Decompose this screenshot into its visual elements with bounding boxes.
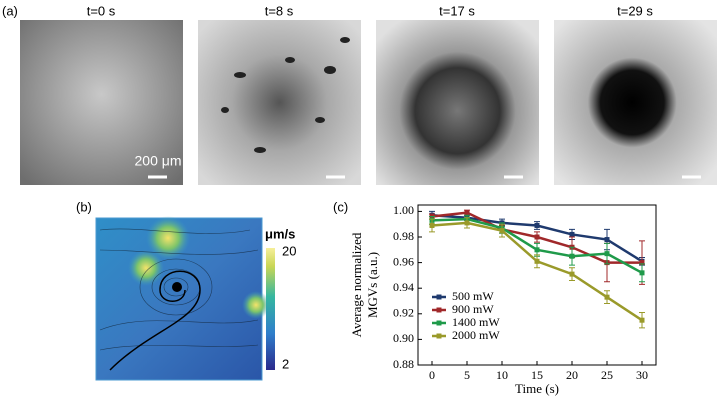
panel-label: (c) xyxy=(333,199,348,214)
marker xyxy=(534,247,540,253)
x-tick-label: 5 xyxy=(464,368,470,382)
image-title: t=17 s xyxy=(439,3,475,18)
hot-spot xyxy=(242,291,270,319)
x-axis-title: Time (s) xyxy=(515,381,559,396)
legend-marker xyxy=(436,307,442,313)
x-tick-label: 25 xyxy=(601,368,613,382)
panel-label: (a) xyxy=(2,3,18,18)
marker xyxy=(569,271,575,277)
x-tick-label: 20 xyxy=(566,368,578,382)
legend-label: 1400 mW xyxy=(452,315,500,329)
marker xyxy=(499,228,505,234)
marker xyxy=(604,237,610,243)
legend-label: 2000 mW xyxy=(452,328,500,342)
y-axis-title: MGVs (a.u.) xyxy=(365,252,380,318)
x-tick-label: 10 xyxy=(496,368,508,382)
marker xyxy=(639,260,645,266)
image-title: t=29 s xyxy=(617,3,653,18)
x-tick-label: 15 xyxy=(531,368,543,382)
y-tick-label: 0.90 xyxy=(393,331,414,345)
legend-marker xyxy=(436,294,442,300)
legend-marker xyxy=(436,320,442,326)
x-tick-label: 30 xyxy=(636,368,648,382)
scale-bar-label: 200 μm xyxy=(135,153,182,169)
micrograph xyxy=(198,20,361,185)
y-axis-title: Average normalized xyxy=(349,232,364,337)
hot-spot xyxy=(128,250,164,286)
legend-label: 500 mW xyxy=(452,289,494,303)
vortex-core xyxy=(172,282,182,292)
colorbar-label: 20 xyxy=(282,243,296,258)
particles xyxy=(221,37,350,153)
marker xyxy=(429,222,435,228)
marker xyxy=(639,270,645,276)
y-tick-label: 0.94 xyxy=(393,280,414,294)
marker xyxy=(534,222,540,228)
micrograph xyxy=(376,20,539,185)
hot-spot xyxy=(146,216,190,260)
marker xyxy=(534,258,540,264)
streamline xyxy=(109,270,201,371)
marker xyxy=(639,317,645,323)
y-tick-label: 1.00 xyxy=(393,203,414,217)
marker xyxy=(604,294,610,300)
y-tick-label: 0.96 xyxy=(393,254,414,268)
marker xyxy=(464,210,470,216)
x-tick-label: 0 xyxy=(429,368,435,382)
colorbar-unit: μm/s xyxy=(265,226,295,241)
colorbar xyxy=(266,248,275,370)
image-title: t=8 s xyxy=(265,3,294,18)
marker xyxy=(569,231,575,237)
micrograph xyxy=(20,20,183,185)
image-title: t=0 s xyxy=(87,3,116,18)
y-tick-label: 0.88 xyxy=(393,357,414,371)
colorbar-label: 2 xyxy=(282,356,289,371)
marker xyxy=(464,220,470,226)
line-chart: 0.88 0.90 0.92 0.94 0.96 0.98 1.00 0 5 10 15 20 25 30… xyxy=(349,203,657,396)
panel-label: (b) xyxy=(76,199,92,214)
marker xyxy=(534,234,540,240)
marker xyxy=(569,253,575,259)
y-tick-label: 0.98 xyxy=(393,229,414,243)
micrograph xyxy=(554,20,717,185)
legend-label: 900 mW xyxy=(452,302,494,316)
y-tick-label: 0.92 xyxy=(393,306,414,320)
legend-marker xyxy=(436,333,442,339)
marker xyxy=(604,251,610,257)
